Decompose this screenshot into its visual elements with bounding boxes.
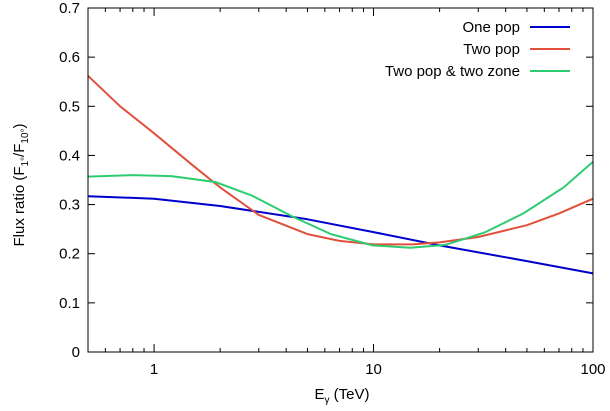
- y-tick-label: 0.7: [59, 0, 80, 17]
- legend-label-3: Two pop & two zone: [385, 63, 520, 80]
- y-tick-label: 0.6: [59, 49, 80, 66]
- series-line-2: [87, 75, 594, 246]
- x-axis-title: Eγ (TeV): [314, 386, 369, 406]
- series-line-3: [87, 161, 594, 249]
- legend: One pop Two pop Two pop & two zone: [385, 19, 570, 80]
- y-tick-label: 0.1: [59, 295, 80, 312]
- y-axis-title: Flux ratio (F1°/F10°): [11, 123, 31, 246]
- y-tick-label: 0.5: [59, 98, 80, 115]
- y-tick-label: 0.3: [59, 197, 80, 214]
- axis-ticks: 0 0.1 0.2 0.3 0.4 0.5 0.6 0.7 1 10 100: [59, 0, 605, 378]
- plot-frame: [87, 7, 594, 353]
- x-tick-label: 10: [365, 361, 382, 378]
- legend-label-2: Two pop: [463, 41, 520, 58]
- y-tick-label: 0.4: [59, 147, 80, 164]
- y-tick-label: 0.2: [59, 246, 80, 263]
- legend-label-1: One pop: [462, 19, 520, 36]
- series-line-1: [87, 195, 594, 275]
- x-tick-label: 100: [580, 361, 605, 378]
- plot-series: [87, 75, 594, 275]
- y-tick-label: 0: [72, 344, 80, 361]
- x-tick-label: 1: [150, 361, 158, 378]
